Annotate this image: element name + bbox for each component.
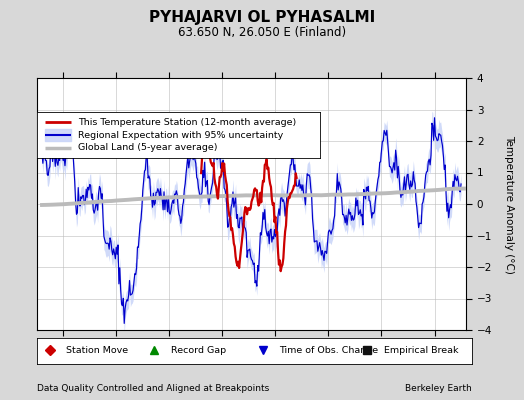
Text: Station Move: Station Move bbox=[66, 346, 128, 355]
Text: Global Land (5-year average): Global Land (5-year average) bbox=[78, 143, 217, 152]
Text: This Temperature Station (12-month average): This Temperature Station (12-month avera… bbox=[78, 118, 296, 127]
Y-axis label: Temperature Anomaly (°C): Temperature Anomaly (°C) bbox=[505, 134, 515, 274]
Text: Regional Expectation with 95% uncertainty: Regional Expectation with 95% uncertaint… bbox=[78, 130, 283, 140]
Text: Empirical Break: Empirical Break bbox=[384, 346, 458, 355]
Text: Record Gap: Record Gap bbox=[171, 346, 226, 355]
Text: Time of Obs. Change: Time of Obs. Change bbox=[279, 346, 378, 355]
Text: Berkeley Earth: Berkeley Earth bbox=[405, 384, 472, 393]
Text: 63.650 N, 26.050 E (Finland): 63.650 N, 26.050 E (Finland) bbox=[178, 26, 346, 39]
Text: PYHAJARVI OL PYHASALMI: PYHAJARVI OL PYHASALMI bbox=[149, 10, 375, 25]
Text: Data Quality Controlled and Aligned at Breakpoints: Data Quality Controlled and Aligned at B… bbox=[37, 384, 269, 393]
